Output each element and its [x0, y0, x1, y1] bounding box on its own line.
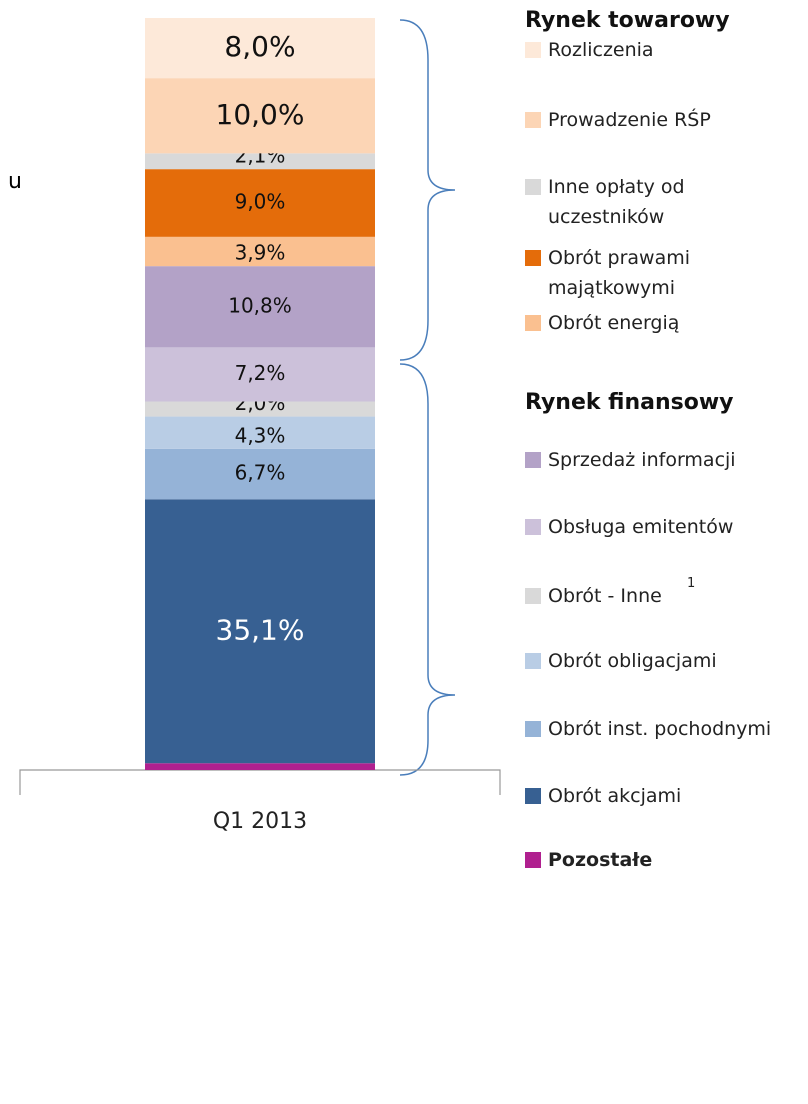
legend-label: Obrót prawami majątkowymi: [548, 247, 691, 299]
legend-label: Obrót - Inne: [548, 585, 662, 607]
legend-label: Pozostałe: [548, 849, 653, 871]
legend-header: Rynek finansowy: [525, 390, 734, 415]
legend-swatch: [525, 42, 541, 58]
value-label: 9,0%: [235, 189, 286, 213]
bar-segment: [145, 18, 375, 79]
legend-swatch: [525, 852, 541, 868]
legend-entry: Sprzedaż informacji: [525, 445, 808, 475]
legend-swatch: [525, 112, 541, 128]
legend-swatch: [525, 653, 541, 669]
value-label: 7,2%: [235, 361, 286, 385]
bar-segment: [145, 78, 375, 154]
legend-swatch: [525, 250, 541, 266]
value-label: 10,0%: [216, 98, 305, 131]
bar-segment: [145, 347, 375, 402]
bar-segment: [145, 416, 375, 449]
legend-header: Rynek towarowy: [525, 8, 730, 33]
bar-segment: [145, 499, 375, 764]
legend-swatch: [525, 788, 541, 804]
legend-entry: Obrót inst. pochodnymi: [525, 714, 808, 744]
legend-label: Obrót akcjami: [548, 785, 682, 807]
legend-label: Prowadzenie RŚP: [548, 109, 711, 131]
legend-label: Obsługa emitentów: [548, 516, 734, 538]
legend-label: Obrót obligacjami: [548, 650, 717, 672]
legend-swatch: [525, 588, 541, 604]
legend-entry: Prowadzenie RŚP: [525, 105, 808, 135]
legend-entry: Obsługa emitentów: [525, 512, 808, 542]
value-label: 4,3%: [235, 423, 286, 447]
footnote-marker: 1: [687, 576, 696, 591]
legend-swatch: [525, 452, 541, 468]
legend-swatch: [525, 721, 541, 737]
brace: [399, 19, 456, 361]
legend-label: Rozliczenia: [548, 39, 654, 61]
legend-entry: Inne opłaty od uczestników: [525, 172, 728, 232]
legend-label: Inne opłaty od uczestników: [548, 176, 685, 228]
legend-label: Obrót energią: [548, 312, 680, 334]
bar-segment: [145, 153, 375, 170]
legend-label: Sprzedaż informacji: [548, 449, 736, 471]
legend-label: Obrót inst. pochodnymi: [548, 718, 772, 740]
value-label: 35,1%: [216, 613, 305, 646]
legend-entry: Rozliczenia: [525, 35, 808, 65]
value-label: 3,9%: [235, 241, 286, 265]
legend-swatch: [525, 519, 541, 535]
legend-entry: Pozostałe: [525, 845, 808, 875]
bar-segment: [145, 169, 375, 237]
legend-swatch: [525, 315, 541, 331]
legend-entry: Obrót prawami majątkowymi: [525, 243, 728, 303]
side-text: u: [8, 169, 22, 194]
bar-segment: [145, 236, 375, 267]
bar-segment: [145, 763, 375, 770]
value-label: 8,0%: [224, 30, 295, 63]
x-tick-label: Q1 2013: [213, 809, 307, 834]
value-label: 10,8%: [228, 293, 292, 317]
brace: [399, 363, 456, 776]
value-label: 6,7%: [235, 461, 286, 485]
bar-segment: [145, 266, 375, 348]
legend-entry: Obrót energią: [525, 308, 808, 338]
legend-entry: Obrót obligacjami: [525, 646, 808, 676]
legend-swatch: [525, 179, 541, 195]
bar-segment: [145, 448, 375, 500]
bar-segment: [145, 401, 375, 417]
x-axis: [19, 769, 501, 795]
legend-entry: Obrót akcjami: [525, 781, 808, 811]
legend-entry: Obrót - Inne 1: [525, 576, 808, 611]
